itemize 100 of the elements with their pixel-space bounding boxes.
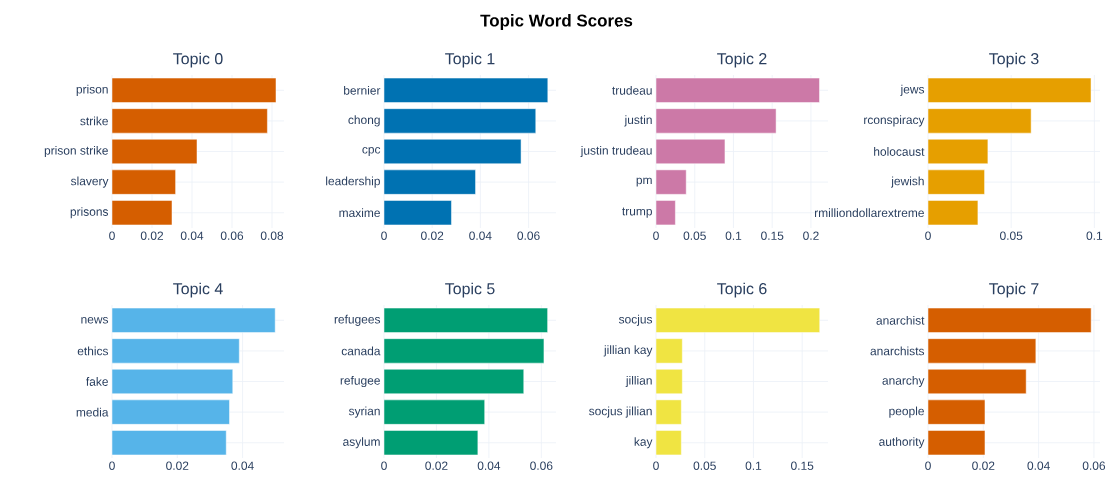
x-tick-label: 0.02 xyxy=(972,461,995,470)
bar xyxy=(112,200,173,226)
y-tick-label: anarchy xyxy=(882,375,925,388)
y-tick-label: chong xyxy=(348,115,380,127)
y-tick-label: prisons xyxy=(70,207,109,219)
x-tick-label: 0.2 xyxy=(803,231,819,240)
chart-title: Topic 3 xyxy=(989,52,1039,68)
y-tick-label: jillian xyxy=(625,375,652,388)
bar xyxy=(384,338,545,364)
x-tick-label: 0.02 xyxy=(140,231,164,240)
y-tick-label: anarchist xyxy=(876,315,925,325)
bar xyxy=(656,77,820,103)
x-tick-label: 0 xyxy=(381,461,387,470)
chart-title: Topic 0 xyxy=(173,52,223,68)
y-tick-label: syrian xyxy=(348,406,380,418)
y-tick-label: kay xyxy=(634,437,653,449)
bar xyxy=(928,338,1037,364)
bar xyxy=(112,77,277,103)
x-tick-label: 0.15 xyxy=(761,231,784,240)
bar xyxy=(928,369,1027,394)
y-tick-label: maxime xyxy=(339,208,380,218)
y-tick-label: prison strike xyxy=(44,145,108,158)
y-tick-label: bernier xyxy=(344,85,381,95)
text: Topic Word Scores xyxy=(480,14,633,30)
bar xyxy=(928,399,986,425)
y-tick-label: jewish xyxy=(890,176,924,188)
y-tick-label: jews xyxy=(900,84,925,96)
bar xyxy=(928,200,979,226)
bar xyxy=(384,139,522,164)
bar xyxy=(384,77,549,103)
bar xyxy=(112,307,276,333)
bar xyxy=(112,169,176,195)
y-tick-label: rconspiracy xyxy=(864,115,925,127)
bar xyxy=(928,430,986,456)
y-tick-label: trudeau xyxy=(612,85,652,95)
bar xyxy=(384,430,479,456)
x-tick-label: 0.1 xyxy=(745,461,762,470)
x-tick-label: 0 xyxy=(109,231,115,240)
bar xyxy=(928,108,1032,134)
bar xyxy=(656,169,687,195)
bar xyxy=(112,338,240,364)
bar xyxy=(112,139,198,164)
bar xyxy=(384,169,476,195)
y-tick-label: news xyxy=(81,317,109,324)
bar xyxy=(656,307,820,333)
y-tick-label: authority xyxy=(879,437,925,449)
y-tick-label: trump xyxy=(622,207,652,218)
x-tick-label: 0.08 xyxy=(260,231,284,240)
x-tick-label: 0.05 xyxy=(683,231,706,240)
x-tick-label: 0.04 xyxy=(469,231,492,240)
bar xyxy=(384,200,452,226)
y-tick-label: strike xyxy=(80,116,108,126)
y-tick-label: fake xyxy=(86,377,108,386)
bar xyxy=(384,307,548,333)
bar xyxy=(928,307,1092,333)
x-tick-label: 0.06 xyxy=(517,231,540,240)
bar xyxy=(928,169,985,195)
bar xyxy=(112,108,268,134)
bar xyxy=(112,369,234,394)
chart-title: Topic 7 xyxy=(989,282,1039,298)
x-tick-label: 0 xyxy=(925,461,931,470)
y-tick-label: justin trudeau xyxy=(580,145,652,158)
bar xyxy=(928,139,989,164)
x-tick-label: 0.02 xyxy=(166,461,189,470)
x-tick-label: 0.15 xyxy=(791,461,814,470)
y-tick-label: socjus xyxy=(618,314,653,326)
y-tick-label: pm xyxy=(636,177,652,187)
y-tick-label: socjus jillian xyxy=(589,406,652,418)
y-tick-label: holocaust xyxy=(874,147,925,156)
bar xyxy=(384,108,537,134)
y-tick-label: justin xyxy=(624,115,652,127)
x-tick-label: 0.02 xyxy=(421,231,444,240)
x-tick-label: 0.05 xyxy=(1000,231,1023,240)
y-tick-label: leadership xyxy=(326,176,380,188)
bar xyxy=(112,430,227,456)
y-tick-label: slavery xyxy=(70,176,109,188)
y-tick-label: jillian kay xyxy=(603,345,653,357)
chart-title: Topic 5 xyxy=(445,282,495,298)
x-tick-label: 0.02 xyxy=(425,461,448,470)
x-tick-label: 0.05 xyxy=(693,461,716,470)
y-tick-label: rmilliondollarextreme xyxy=(815,208,924,218)
y-tick-label: refugees xyxy=(334,314,381,326)
y-tick-label: media xyxy=(76,407,109,417)
y-tick-label: ethics xyxy=(77,346,109,356)
y-tick-label: prison xyxy=(76,84,108,96)
x-tick-label: 0 xyxy=(653,461,659,470)
chart-title: Topic 6 xyxy=(717,282,767,298)
y-tick-label: anarchists xyxy=(870,346,925,356)
x-tick-label: 0.06 xyxy=(1082,461,1106,470)
bar xyxy=(656,108,777,134)
y-tick-label: cpc xyxy=(362,147,381,156)
x-tick-label: 0.06 xyxy=(530,461,553,470)
x-tick-label: 0 xyxy=(381,231,387,240)
bar xyxy=(384,369,525,394)
x-tick-label: 0.1 xyxy=(1086,231,1103,240)
y-tick-label: people xyxy=(889,406,924,418)
chart-title: Topic 1 xyxy=(445,52,495,68)
bar xyxy=(928,77,1092,103)
x-tick-label: 0.04 xyxy=(477,461,501,470)
x-tick-label: 0.04 xyxy=(180,231,204,240)
